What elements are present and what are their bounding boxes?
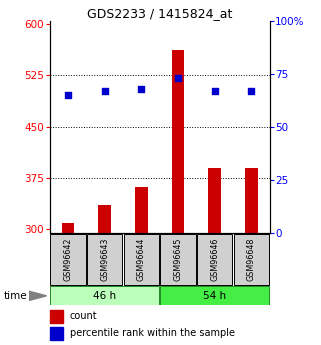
Bar <box>124 234 159 285</box>
Bar <box>135 187 148 233</box>
Text: 46 h: 46 h <box>93 291 116 301</box>
Title: GDS2233 / 1415824_at: GDS2233 / 1415824_at <box>87 7 232 20</box>
Text: percentile rank within the sample: percentile rank within the sample <box>70 328 235 338</box>
Text: 54 h: 54 h <box>203 291 226 301</box>
Bar <box>98 206 111 233</box>
Text: time: time <box>3 291 27 301</box>
Point <box>212 88 217 93</box>
Text: GSM96648: GSM96648 <box>247 238 256 281</box>
Text: GSM96642: GSM96642 <box>64 238 73 282</box>
Bar <box>50 327 63 341</box>
Bar <box>50 234 86 285</box>
Bar <box>234 234 269 285</box>
Text: count: count <box>70 312 97 322</box>
Bar <box>160 286 269 305</box>
Bar <box>197 234 232 285</box>
Point <box>102 88 107 93</box>
Point <box>176 75 181 81</box>
Bar <box>160 234 195 285</box>
Text: GSM96646: GSM96646 <box>210 238 219 281</box>
Bar <box>87 234 122 285</box>
Point <box>139 86 144 91</box>
Text: GSM96645: GSM96645 <box>174 238 183 282</box>
Bar <box>208 168 221 233</box>
Bar <box>62 223 74 233</box>
Polygon shape <box>29 291 47 300</box>
Point <box>65 92 71 98</box>
Bar <box>245 168 258 233</box>
Bar <box>50 309 63 323</box>
Bar <box>172 50 185 233</box>
Bar <box>50 286 159 305</box>
Point <box>249 88 254 93</box>
Text: GSM96644: GSM96644 <box>137 238 146 281</box>
Text: GSM96643: GSM96643 <box>100 238 109 281</box>
